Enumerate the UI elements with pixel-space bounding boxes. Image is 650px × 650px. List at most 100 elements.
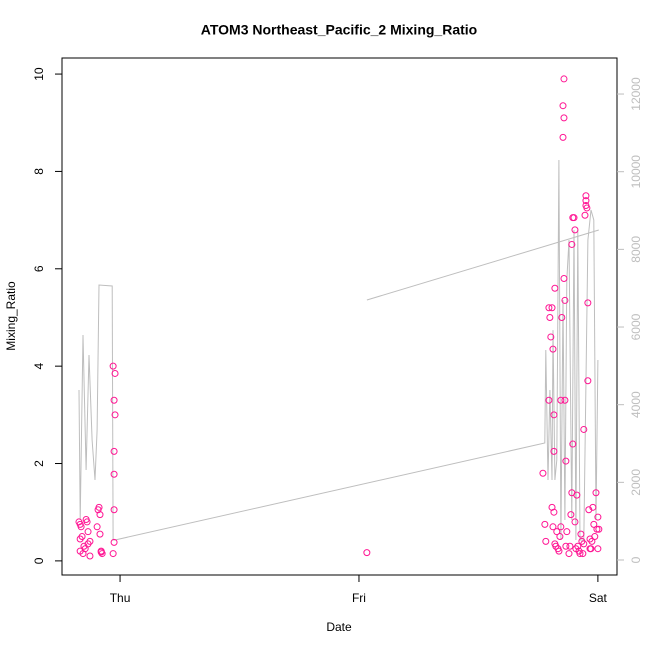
point <box>595 525 603 533</box>
point <box>574 542 582 550</box>
y2-tick-label: 0 <box>629 556 643 563</box>
point <box>581 211 589 219</box>
point <box>551 284 559 292</box>
point <box>559 102 567 110</box>
point <box>97 548 105 556</box>
point <box>561 396 569 404</box>
point <box>571 518 579 526</box>
y2-tick-label: 12000 <box>629 77 643 111</box>
point <box>550 447 558 455</box>
point <box>565 550 573 558</box>
y-tick-label: 4 <box>32 362 46 369</box>
point <box>547 333 555 341</box>
point <box>576 550 584 558</box>
point <box>584 299 592 307</box>
y-tick-label: 2 <box>32 460 46 467</box>
point <box>110 447 118 455</box>
point <box>567 511 575 519</box>
point <box>562 542 570 550</box>
point <box>582 197 590 205</box>
point <box>109 362 117 370</box>
point <box>95 503 103 511</box>
point <box>110 470 118 478</box>
point <box>583 204 591 212</box>
point <box>539 469 547 477</box>
y-tick-label: 0 <box>32 557 46 564</box>
y2-tick-label: 10000 <box>629 155 643 189</box>
chart-title: ATOM3 Northeast_Pacific_2 Mixing_Ratio <box>201 22 477 38</box>
point <box>582 192 590 200</box>
point <box>590 520 598 528</box>
altitude-line <box>78 159 599 541</box>
y2-tick-label: 8000 <box>629 236 643 263</box>
point <box>580 425 588 433</box>
point <box>110 396 118 404</box>
point <box>83 518 91 526</box>
point <box>98 550 106 558</box>
point <box>555 547 563 555</box>
point <box>110 538 118 546</box>
y-tick-label: 6 <box>32 265 46 272</box>
point <box>566 542 574 550</box>
point <box>557 396 565 404</box>
point <box>573 491 581 499</box>
plot-box <box>61 57 618 576</box>
point <box>561 296 569 304</box>
point <box>363 549 371 557</box>
point <box>93 523 101 531</box>
point <box>569 440 577 448</box>
point <box>110 506 118 514</box>
point <box>553 528 561 536</box>
x-tick-label: Thu <box>110 591 131 605</box>
point <box>570 214 578 222</box>
point <box>550 411 558 419</box>
point <box>111 369 119 377</box>
point <box>560 275 568 283</box>
point <box>109 550 117 558</box>
point <box>579 550 587 558</box>
x-tick-label: Fri <box>352 591 366 605</box>
point <box>562 457 570 465</box>
y-tick-label: 10 <box>32 67 46 81</box>
y2-tick-label: 2000 <box>629 469 643 496</box>
point <box>111 411 119 419</box>
point <box>556 533 564 541</box>
point <box>587 545 595 553</box>
y-axis-label: Mixing_Ratio <box>4 281 18 351</box>
y2-tick-label: 6000 <box>629 313 643 340</box>
point <box>86 552 94 560</box>
point <box>559 133 567 141</box>
point <box>548 304 556 312</box>
point <box>558 313 566 321</box>
y2-tick-label: 4000 <box>629 391 643 418</box>
point <box>571 226 579 234</box>
point <box>542 537 550 545</box>
point <box>591 533 599 541</box>
point <box>549 345 557 353</box>
y-tick-label: 8 <box>32 168 46 175</box>
point <box>560 114 568 122</box>
point <box>546 313 554 321</box>
point <box>86 537 94 545</box>
point <box>550 508 558 516</box>
point <box>96 511 104 519</box>
point <box>560 75 568 83</box>
point <box>593 525 601 533</box>
point <box>541 520 549 528</box>
point <box>545 304 553 312</box>
x-tick-label: Sat <box>589 591 608 605</box>
point <box>589 503 597 511</box>
point <box>584 377 592 385</box>
point <box>568 240 576 248</box>
point <box>577 530 585 538</box>
point <box>592 489 600 497</box>
point <box>594 545 602 553</box>
point <box>557 523 565 531</box>
point <box>594 513 602 521</box>
point <box>84 528 92 536</box>
point <box>580 540 588 548</box>
point <box>96 530 104 538</box>
point <box>563 528 571 536</box>
point <box>78 533 86 541</box>
